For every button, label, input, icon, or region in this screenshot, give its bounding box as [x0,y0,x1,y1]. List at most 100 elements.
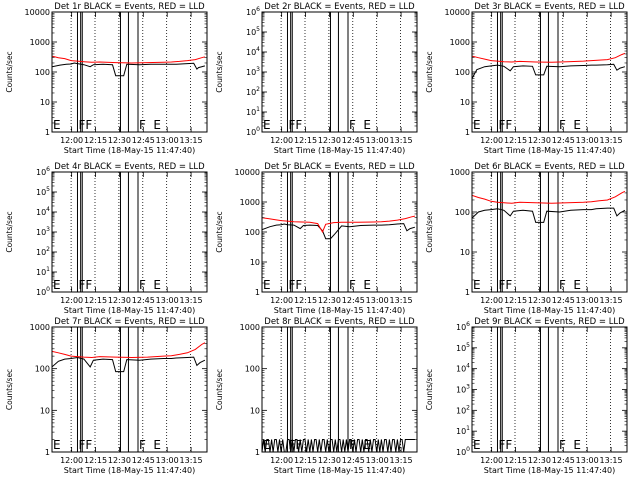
y-axis-label: Counts/sec [5,369,14,410]
panel-title: Det 9r BLACK = Events, RED = LLD [474,317,625,327]
y-tick-label: 105 [36,186,50,197]
panel-title: Det 6r BLACK = Events, RED = LLD [474,162,625,172]
x-tick-label: 12:15 [294,456,317,465]
annotation-label: FF [498,438,512,452]
x-tick-label: 12:45 [132,456,155,465]
y-tick-label: 106 [246,6,260,17]
annotation-label: FF [78,278,92,292]
y-tick-label: 10 [250,406,260,415]
annotation-label: F [559,118,566,132]
x-tick-label: 12:15 [294,136,317,145]
y-tick-label: 1 [45,128,50,137]
y-tick-label: 106 [36,166,50,177]
x-tick-label: 12:00 [60,136,83,145]
x-tick-label: 12:15 [84,456,107,465]
y-tick-label: 10 [460,98,470,107]
annotation-label: E [263,118,271,132]
x-tick-label: 12:45 [342,296,365,305]
y-tick-label: 100 [35,365,50,374]
annotation-label: FF [78,118,92,132]
annotation-label: E [53,438,61,452]
annotation-label: E [573,118,581,132]
y-tick-label: 102 [246,86,260,97]
annotation-label: E [53,278,61,292]
panel-title: Det 1r BLACK = Events, RED = LLD [54,2,205,12]
x-tick-label: 13:15 [600,296,623,305]
annotation-label: F [349,118,356,132]
y-axis-label: Counts/sec [425,51,434,92]
y-tick-label: 103 [456,384,470,395]
x-tick-label: 12:00 [60,456,83,465]
annotation-label: E [473,278,481,292]
x-tick-label: 12:00 [270,136,293,145]
annotation-label: E [153,438,161,452]
y-tick-label: 10 [460,248,470,257]
x-axis-label: Start Time (18-May-15 11:47:40) [64,466,195,475]
lld-line [472,190,626,204]
annotation-label: E [363,278,371,292]
annotation-label: E [363,118,371,132]
y-tick-label: 100 [35,68,50,77]
panel-title: Det 3r BLACK = Events, RED = LLD [474,2,625,12]
x-tick-label: 12:45 [552,456,575,465]
x-tick-label: 13:15 [390,136,413,145]
x-tick-label: 12:15 [504,296,527,305]
y-tick-label: 105 [246,26,260,37]
x-tick-label: 12:15 [504,456,527,465]
lld-line [52,55,206,64]
y-tick-label: 1000 [450,38,470,47]
x-tick-label: 12:00 [60,296,83,305]
y-axis-label: Counts/sec [215,211,224,252]
x-tick-label: 13:00 [576,296,599,305]
x-tick-label: 12:15 [84,296,107,305]
x-tick-label: 12:45 [552,136,575,145]
annotation-label: E [573,278,581,292]
events-line [52,356,206,373]
plot-frame [471,171,628,293]
annotation-label: F [349,278,356,292]
y-tick-label: 101 [246,106,260,117]
y-tick-label: 1 [465,288,470,297]
annotation-label: F [139,438,146,452]
panel-title: Det 2r BLACK = Events, RED = LLD [264,2,415,12]
x-axis-label: Start Time (18-May-15 11:47:40) [64,146,195,155]
x-tick-label: 12:45 [342,136,365,145]
x-tick-label: 13:00 [576,456,599,465]
plot-frame [471,11,628,133]
x-tick-label: 12:00 [480,456,503,465]
x-tick-label: 12:30 [108,456,131,465]
x-axis-label: Start Time (18-May-15 11:47:40) [484,466,615,475]
y-tick-label: 100 [246,126,260,137]
x-tick-label: 12:45 [342,456,365,465]
annotation-label: E [573,438,581,452]
x-tick-label: 13:00 [156,296,179,305]
events-line [472,207,626,223]
y-tick-label: 1 [465,128,470,137]
y-axis-label: Counts/sec [425,211,434,252]
y-tick-label: 1 [255,288,260,297]
x-axis-label: Start Time (18-May-15 11:47:40) [274,306,405,315]
y-tick-label: 100 [455,68,470,77]
y-tick-label: 100 [455,208,470,217]
x-axis-label: Start Time (18-May-15 11:47:40) [484,306,615,315]
x-tick-label: 12:00 [480,136,503,145]
y-tick-label: 1000 [450,168,470,177]
lld-line [262,215,416,234]
annotation-label: FF [78,438,92,452]
y-tick-label: 102 [456,404,470,415]
y-tick-label: 1000 [240,198,260,207]
x-axis-label: Start Time (18-May-15 11:47:40) [274,146,405,155]
annotation-label: F [349,438,356,452]
plot-frame [51,171,208,293]
y-tick-label: 1000 [240,323,260,332]
events-line [262,223,416,240]
y-tick-label: 1 [45,448,50,457]
y-tick-label: 100 [245,365,260,374]
annotation-label: E [263,438,271,452]
x-tick-label: 13:15 [180,456,203,465]
